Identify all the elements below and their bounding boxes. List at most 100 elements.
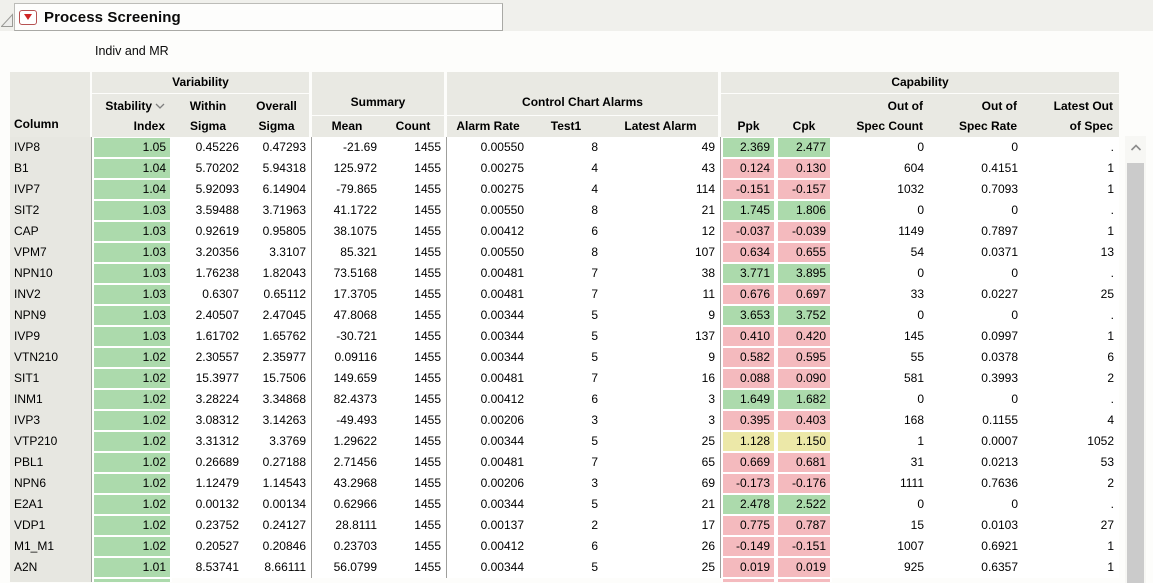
mean-cell[interactable]: 0.23703 [312,536,382,557]
mean-cell[interactable]: 56.0799 [312,557,382,578]
mean-cell[interactable]: 0.62966 [312,494,382,515]
overall-sigma-cell[interactable]: 3.71963 [244,200,312,221]
mean-cell[interactable]: 41.1722 [312,200,382,221]
ppk-cell[interactable]: 1.128 [721,431,776,452]
out-of-spec-count-cell[interactable]: 168 [832,410,929,431]
mean-cell[interactable]: 2.71456 [312,452,382,473]
out-of-spec-rate-cell[interactable]: 0.0371 [929,242,1023,263]
row-label-cell[interactable]: VTN210 [10,347,92,368]
ppk-cell[interactable]: 3.653 [721,305,776,326]
out-of-spec-count-cell[interactable]: 581 [832,368,929,389]
mean-cell[interactable]: 149.659 [312,368,382,389]
latest-alarm-cell[interactable]: 11 [603,284,721,305]
row-label-cell[interactable]: INV2 [10,284,92,305]
count-cell[interactable]: 1455 [382,137,447,158]
column-header-latest-alarm[interactable]: Latest Alarm [603,116,718,137]
latest-out-of-spec-cell[interactable]: 1 [1023,326,1119,347]
partial-row-cell[interactable] [721,578,776,582]
overall-sigma-cell[interactable]: 0.00134 [244,494,312,515]
out-of-spec-rate-cell[interactable]: 0 [929,389,1023,410]
cpk-cell[interactable]: 2.477 [776,137,832,158]
alarm-rate-cell[interactable]: 0.00344 [447,305,529,326]
latest-alarm-cell[interactable]: 12 [603,221,721,242]
cpk-cell[interactable]: 2.522 [776,494,832,515]
count-cell[interactable]: 1455 [382,389,447,410]
row-label-cell[interactable]: VTP210 [10,431,92,452]
count-cell[interactable]: 1455 [382,536,447,557]
ppk-cell[interactable]: 0.410 [721,326,776,347]
count-cell[interactable]: 1455 [382,284,447,305]
latest-out-of-spec-cell[interactable]: 1052 [1023,431,1119,452]
row-label-cell[interactable]: NPN9 [10,305,92,326]
latest-alarm-cell[interactable]: 9 [603,347,721,368]
test1-cell[interactable]: 6 [529,389,603,410]
within-sigma-cell[interactable]: 0.00132 [172,494,244,515]
row-label-cell[interactable]: IVP8 [10,137,92,158]
column-header-column[interactable]: Column [10,72,90,137]
test1-cell[interactable]: 5 [529,431,603,452]
latest-alarm-cell[interactable]: 21 [603,494,721,515]
alarm-rate-cell[interactable]: 0.00481 [447,452,529,473]
out-of-spec-count-cell[interactable]: 925 [832,557,929,578]
ppk-cell[interactable]: 0.088 [721,368,776,389]
latest-out-of-spec-cell[interactable]: 1 [1023,557,1119,578]
latest-out-of-spec-cell[interactable]: 13 [1023,242,1119,263]
overall-sigma-cell[interactable]: 0.95805 [244,221,312,242]
column-header-count[interactable]: Count [382,116,444,137]
out-of-spec-count-cell[interactable]: 1007 [832,536,929,557]
overall-sigma-cell[interactable]: 0.65112 [244,284,312,305]
ppk-cell[interactable]: 3.771 [721,263,776,284]
latest-alarm-cell[interactable]: 17 [603,515,721,536]
ppk-cell[interactable]: 2.478 [721,494,776,515]
alarm-rate-cell[interactable]: 0.00412 [447,389,529,410]
out-of-spec-rate-cell[interactable]: 0.6357 [929,557,1023,578]
cpk-cell[interactable]: -0.176 [776,473,832,494]
row-label-cell[interactable]: VDP1 [10,515,92,536]
cpk-cell[interactable]: 1.806 [776,200,832,221]
latest-alarm-cell[interactable]: 38 [603,263,721,284]
within-sigma-cell[interactable]: 0.26689 [172,452,244,473]
out-of-spec-count-cell[interactable]: 31 [832,452,929,473]
mean-cell[interactable]: 17.3705 [312,284,382,305]
count-cell[interactable]: 1455 [382,158,447,179]
mean-cell[interactable]: -30.721 [312,326,382,347]
test1-cell[interactable]: 5 [529,557,603,578]
out-of-spec-count-cell[interactable]: 0 [832,494,929,515]
out-of-spec-rate-cell[interactable]: 0.7093 [929,179,1023,200]
mean-cell[interactable]: -49.493 [312,410,382,431]
row-label-cell[interactable]: SIT1 [10,368,92,389]
latest-alarm-cell[interactable]: 26 [603,536,721,557]
alarm-rate-cell[interactable]: 0.00344 [447,326,529,347]
partial-row-cell[interactable] [776,578,832,582]
latest-out-of-spec-cell[interactable]: 2 [1023,368,1119,389]
ppk-cell[interactable]: 1.745 [721,200,776,221]
mean-cell[interactable]: 47.8068 [312,305,382,326]
out-of-spec-rate-cell[interactable]: 0.1155 [929,410,1023,431]
row-label-cell[interactable]: PBL1 [10,452,92,473]
latest-out-of-spec-cell[interactable]: 2 [1023,473,1119,494]
latest-alarm-cell[interactable]: 69 [603,473,721,494]
row-label-cell[interactable]: IVP7 [10,179,92,200]
mean-cell[interactable]: 73.5168 [312,263,382,284]
overall-sigma-cell[interactable]: 1.82043 [244,263,312,284]
latest-out-of-spec-cell[interactable]: . [1023,305,1119,326]
mean-cell[interactable]: 85.321 [312,242,382,263]
ppk-cell[interactable]: 0.775 [721,515,776,536]
alarm-rate-cell[interactable]: 0.00412 [447,221,529,242]
count-cell[interactable]: 1455 [382,305,447,326]
count-cell[interactable]: 1455 [382,200,447,221]
overall-sigma-cell[interactable]: 5.94318 [244,158,312,179]
overall-sigma-cell[interactable]: 3.34868 [244,389,312,410]
cpk-cell[interactable]: 0.403 [776,410,832,431]
overall-sigma-cell[interactable]: 15.7506 [244,368,312,389]
ppk-cell[interactable]: 0.676 [721,284,776,305]
row-label-cell[interactable]: INM1 [10,389,92,410]
within-sigma-cell[interactable]: 2.30557 [172,347,244,368]
vertical-scrollbar[interactable] [1125,136,1146,583]
alarm-rate-cell[interactable]: 0.00550 [447,242,529,263]
within-sigma-cell[interactable]: 8.53741 [172,557,244,578]
cpk-cell[interactable]: 0.090 [776,368,832,389]
stability-index-cell[interactable]: 1.02 [92,452,172,473]
stability-index-cell[interactable]: 1.03 [92,221,172,242]
within-sigma-cell[interactable]: 5.92093 [172,179,244,200]
